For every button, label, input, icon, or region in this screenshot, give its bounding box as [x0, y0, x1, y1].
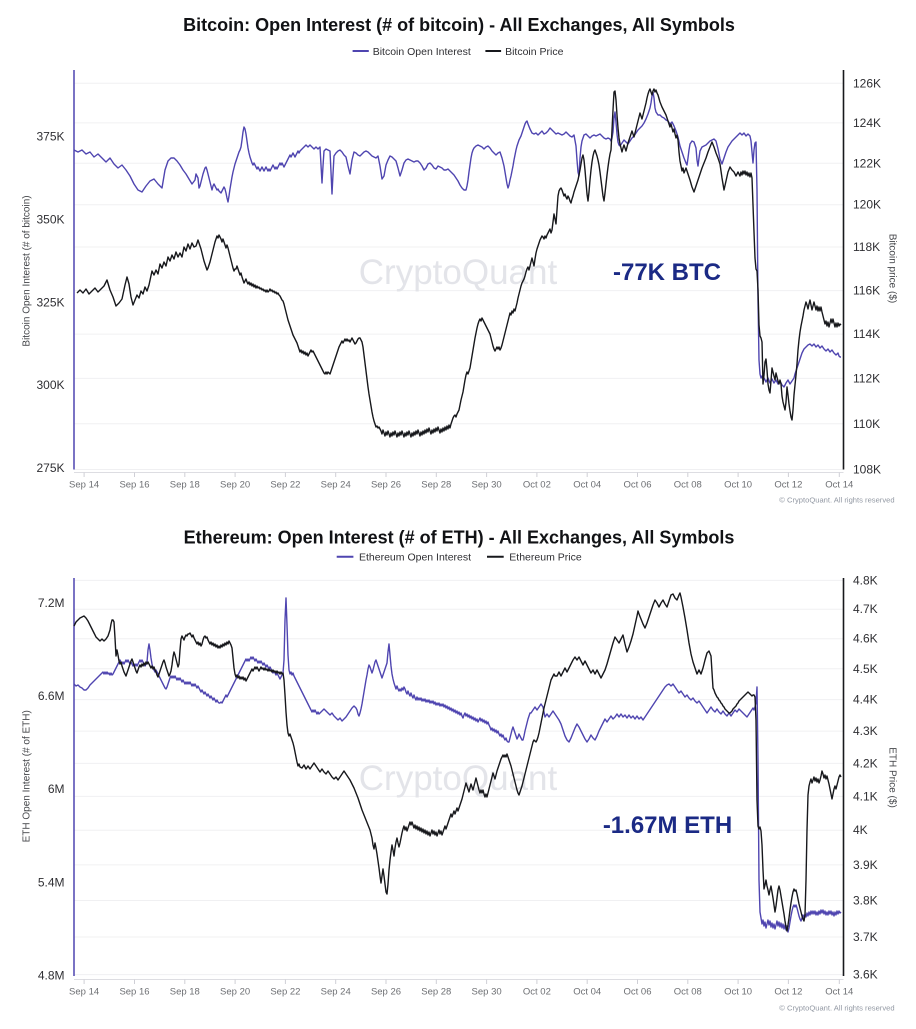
- svg-text:Sep 14: Sep 14: [69, 987, 99, 998]
- svg-text:5.4M: 5.4M: [38, 875, 65, 889]
- svg-text:4.7K: 4.7K: [853, 602, 878, 616]
- svg-text:275K: 275K: [36, 461, 64, 475]
- svg-text:300K: 300K: [36, 378, 64, 392]
- svg-text:Bitcoin: Open Interest (# of b: Bitcoin: Open Interest (# of bitcoin) - …: [183, 15, 735, 35]
- svg-text:Sep 30: Sep 30: [472, 987, 502, 998]
- svg-text:118K: 118K: [853, 240, 880, 254]
- svg-text:4K: 4K: [853, 823, 868, 837]
- svg-text:Sep 26: Sep 26: [371, 987, 401, 998]
- svg-text:CryptoQuant: CryptoQuant: [359, 253, 558, 292]
- svg-text:Sep 30: Sep 30: [472, 480, 502, 491]
- svg-text:4.2K: 4.2K: [853, 756, 878, 770]
- svg-text:4.4K: 4.4K: [853, 693, 878, 707]
- svg-text:ETH Price ($): ETH Price ($): [887, 747, 898, 808]
- svg-text:3.7K: 3.7K: [853, 930, 878, 944]
- svg-text:110K: 110K: [853, 417, 880, 431]
- svg-text:Oct 02: Oct 02: [523, 987, 551, 998]
- svg-text:Sep 22: Sep 22: [270, 480, 300, 491]
- svg-text:ETH Open Interest (# of ETH): ETH Open Interest (# of ETH): [22, 710, 33, 842]
- svg-text:350K: 350K: [36, 212, 64, 226]
- svg-text:© CryptoQuant. All rights rese: © CryptoQuant. All rights reserved: [779, 1004, 894, 1013]
- svg-text:Oct 04: Oct 04: [573, 480, 601, 491]
- svg-text:Bitcoin price ($): Bitcoin price ($): [887, 234, 898, 303]
- svg-text:112K: 112K: [853, 371, 880, 385]
- svg-text:Oct 08: Oct 08: [674, 480, 702, 491]
- svg-text:© CryptoQuant. All rights rese: © CryptoQuant. All rights reserved: [779, 496, 894, 505]
- svg-text:Ethereum Price: Ethereum Price: [509, 552, 582, 564]
- svg-text:114K: 114K: [853, 327, 880, 341]
- svg-text:Sep 16: Sep 16: [119, 480, 149, 491]
- svg-text:3.9K: 3.9K: [853, 858, 878, 872]
- svg-text:4.1K: 4.1K: [853, 789, 878, 803]
- svg-text:3.8K: 3.8K: [853, 894, 878, 908]
- svg-text:108K: 108K: [853, 463, 881, 477]
- svg-text:126K: 126K: [853, 76, 881, 90]
- svg-text:Oct 04: Oct 04: [573, 987, 601, 998]
- svg-text:Sep 14: Sep 14: [69, 480, 99, 491]
- svg-text:-1.67M ETH: -1.67M ETH: [603, 812, 732, 839]
- svg-text:4.6K: 4.6K: [853, 632, 878, 646]
- svg-text:-77K BTC: -77K BTC: [613, 259, 721, 286]
- svg-text:Oct 12: Oct 12: [774, 480, 802, 491]
- svg-text:375K: 375K: [36, 130, 64, 144]
- svg-text:Sep 20: Sep 20: [220, 987, 250, 998]
- svg-text:4.5K: 4.5K: [853, 662, 878, 676]
- svg-text:Oct 06: Oct 06: [624, 480, 652, 491]
- svg-text:Oct 14: Oct 14: [825, 987, 853, 998]
- svg-text:Sep 16: Sep 16: [119, 987, 149, 998]
- svg-text:116K: 116K: [853, 284, 880, 298]
- svg-text:120K: 120K: [853, 198, 881, 212]
- svg-text:4.8M: 4.8M: [38, 968, 65, 982]
- svg-text:Oct 06: Oct 06: [624, 987, 652, 998]
- svg-text:Sep 18: Sep 18: [170, 480, 200, 491]
- svg-text:Bitcoin Open Interest (# of bi: Bitcoin Open Interest (# of bitcoin): [22, 195, 33, 346]
- svg-text:6M: 6M: [48, 782, 65, 796]
- svg-text:Sep 26: Sep 26: [371, 480, 401, 491]
- svg-text:122K: 122K: [853, 156, 881, 170]
- svg-text:Oct 10: Oct 10: [724, 987, 752, 998]
- svg-text:Oct 14: Oct 14: [825, 480, 853, 491]
- svg-text:Oct 02: Oct 02: [523, 480, 551, 491]
- svg-text:Ethereum: Open Interest (# of: Ethereum: Open Interest (# of ETH) - All…: [184, 528, 735, 548]
- svg-text:325K: 325K: [36, 295, 64, 309]
- svg-text:Sep 22: Sep 22: [270, 987, 300, 998]
- svg-text:Sep 24: Sep 24: [321, 987, 351, 998]
- svg-text:7.2M: 7.2M: [38, 596, 65, 610]
- svg-text:Sep 20: Sep 20: [220, 480, 250, 491]
- svg-text:Sep 24: Sep 24: [321, 480, 351, 491]
- svg-text:Oct 08: Oct 08: [674, 987, 702, 998]
- svg-text:Oct 12: Oct 12: [774, 987, 802, 998]
- svg-text:6.6M: 6.6M: [38, 689, 65, 703]
- svg-text:Sep 18: Sep 18: [170, 987, 200, 998]
- svg-text:4.3K: 4.3K: [853, 724, 878, 738]
- svg-text:124K: 124K: [853, 116, 881, 130]
- svg-text:3.6K: 3.6K: [853, 968, 878, 982]
- svg-text:Ethereum Open Interest: Ethereum Open Interest: [359, 552, 471, 564]
- svg-text:Sep 28: Sep 28: [421, 480, 451, 491]
- svg-text:Bitcoin Price: Bitcoin Price: [505, 46, 564, 58]
- svg-text:Bitcoin Open Interest: Bitcoin Open Interest: [373, 46, 471, 58]
- svg-text:Oct 10: Oct 10: [724, 480, 752, 491]
- svg-text:4.8K: 4.8K: [853, 573, 878, 587]
- svg-text:Sep 28: Sep 28: [421, 987, 451, 998]
